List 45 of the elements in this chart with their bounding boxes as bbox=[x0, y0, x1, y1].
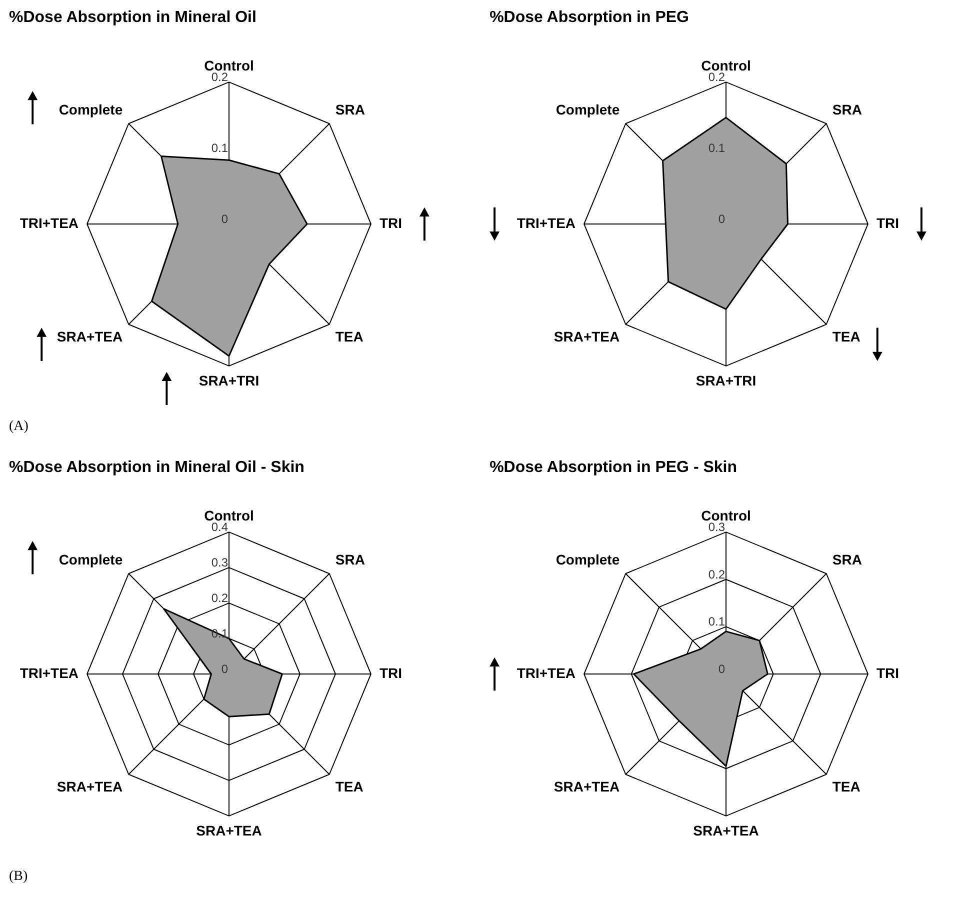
spoke-label: TRI+TEA bbox=[516, 665, 576, 681]
y-tick-label: 0.1 bbox=[708, 141, 726, 156]
spoke-label: SRA bbox=[832, 102, 862, 118]
spoke-label: TRI bbox=[876, 665, 900, 681]
spoke-label: SRA+TEA bbox=[554, 328, 620, 344]
y-tick-label: 0.1 bbox=[211, 626, 228, 641]
spoke-label: TRI+TEA bbox=[20, 665, 79, 681]
spoke-label: SRA+TRI bbox=[696, 372, 756, 388]
spoke-label: SRA bbox=[335, 552, 365, 568]
spoke-label: TRI+TEA bbox=[20, 215, 79, 231]
spoke-label: SRA+TEA bbox=[693, 822, 759, 838]
spoke-label: SRA bbox=[335, 102, 365, 118]
y-tick-label: 0.2 bbox=[708, 567, 726, 582]
y-tick-label: 0 bbox=[221, 662, 228, 676]
text: (A) bbox=[9, 419, 29, 434]
spoke-label: Complete bbox=[58, 102, 123, 118]
y-tick-label: 0.1 bbox=[708, 614, 726, 629]
spoke-label: TEA bbox=[335, 778, 364, 794]
y-tick-label: 0.3 bbox=[211, 556, 228, 570]
spoke-label: SRA+TEA bbox=[56, 328, 123, 344]
spoke-label: SRA+TEA bbox=[56, 778, 123, 794]
chart-title: %Dose Absorption in PEG bbox=[490, 9, 689, 26]
spoke-label: Complete bbox=[556, 102, 620, 118]
spoke-label: TEA bbox=[335, 328, 364, 344]
spoke-label: SRA+TRI bbox=[198, 372, 260, 388]
y-tick-label: 0.2 bbox=[211, 591, 228, 606]
spoke-label: SRA+TEA bbox=[554, 778, 620, 794]
spoke-label: TEA bbox=[832, 328, 860, 344]
spoke-label: Complete bbox=[556, 552, 620, 568]
spoke-label: Complete bbox=[58, 552, 123, 568]
spoke-label: TRI bbox=[379, 215, 402, 231]
chart-title: %Dose Absorption in PEG - Skin bbox=[490, 459, 738, 476]
y-tick-label: 0.1 bbox=[211, 141, 228, 156]
chart-title: %Dose Absorption in Mineral Oil - Skin bbox=[9, 459, 304, 476]
spoke-label: SRA+TEA bbox=[196, 822, 262, 838]
spoke-label: TRI bbox=[876, 215, 900, 231]
y-tick-label: 0 bbox=[221, 212, 228, 226]
spoke-label: SRA bbox=[832, 552, 862, 568]
spoke-label: TEA bbox=[832, 778, 860, 794]
spoke-label: TRI bbox=[379, 665, 402, 681]
y-tick-label: 0 bbox=[718, 662, 726, 676]
y-tick-label: 0 bbox=[718, 212, 726, 226]
text: (B) bbox=[9, 869, 28, 884]
spoke-label: TRI+TEA bbox=[516, 215, 576, 231]
chart-title: %Dose Absorption in Mineral Oil bbox=[9, 9, 256, 26]
